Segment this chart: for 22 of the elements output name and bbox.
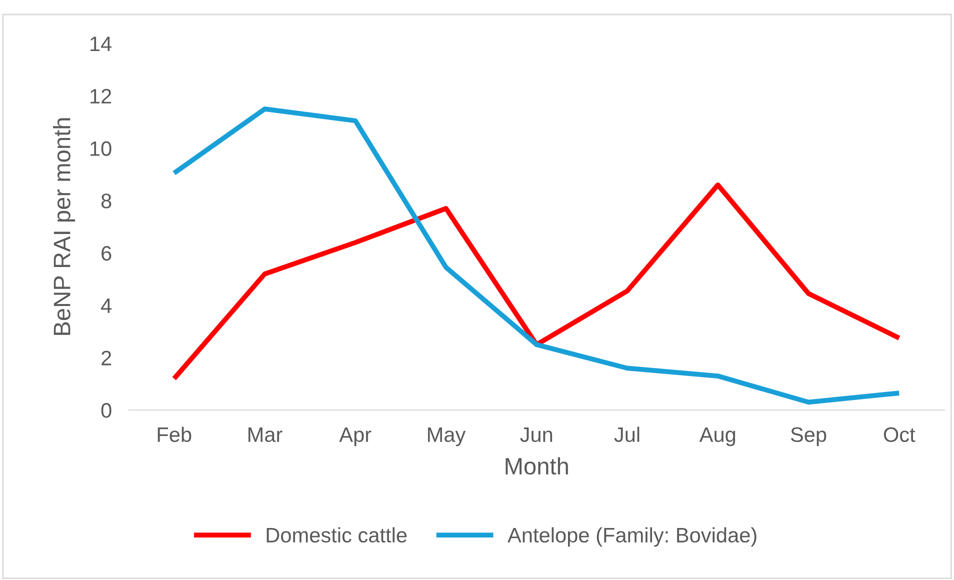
y-tick-label: 8 [101,194,112,208]
x-tick-label: Mar [248,427,282,442]
y-tick-label: 4 [101,298,112,313]
x-tick-label: Jul [614,426,640,442]
y-tick-label: 2 [102,350,112,366]
y-tick-label: 12 [90,88,112,104]
x-tick-label: Aug [699,427,736,446]
x-axis-title: Month [506,457,568,475]
y-tick-label: 0 [101,403,112,418]
x-tick-label: Feb [158,426,192,442]
y-tick-label: 10 [90,141,112,156]
x-tick-label: Jun [520,427,552,442]
x-tick-label: Oct [884,427,916,442]
y-tick-label: 14 [90,36,112,52]
x-tick-label: Sep [790,427,826,446]
x-tick-label: Apr [339,427,372,446]
y-axis-title: BeNP RAI per month [53,118,76,335]
y-tick-label: 6 [102,246,112,261]
legend-label: Domestic cattle [266,527,407,543]
legend-label: Antelope (Family: Bovidae) [508,527,756,547]
x-tick-label: May [428,427,466,446]
line-series [172,182,902,382]
